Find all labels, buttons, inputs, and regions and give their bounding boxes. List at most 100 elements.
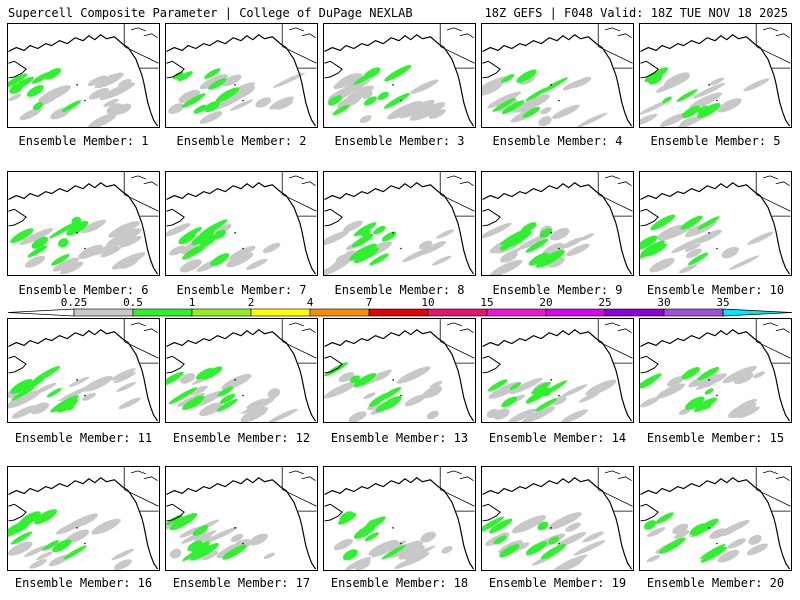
island <box>400 394 402 397</box>
scp-green-area <box>369 253 389 266</box>
scp-low-area <box>709 528 727 540</box>
arctic-islands <box>288 470 316 482</box>
island <box>558 247 560 250</box>
arctic-islands <box>446 175 474 187</box>
scp-low-area <box>113 372 136 384</box>
scp-green-area <box>187 540 203 552</box>
island <box>558 99 560 102</box>
canada-border <box>755 24 791 64</box>
scp-low-area <box>91 518 121 535</box>
scp-low-area <box>24 545 48 557</box>
scp-low-area <box>402 248 431 263</box>
canada-border <box>439 319 475 359</box>
scp-low-area <box>674 530 690 539</box>
scp-green-area <box>525 238 549 253</box>
scp-low-area <box>106 103 123 115</box>
scp-green-area <box>499 229 526 246</box>
ensemble-member-label: Ensemble Member: 11 <box>14 431 153 445</box>
arctic-islands <box>604 322 632 334</box>
scp-low-area <box>420 531 436 543</box>
scp-low-area <box>566 243 590 257</box>
ensemble-member-panel <box>165 318 318 423</box>
chart-title: Supercell Composite Parameter | College … <box>8 6 413 20</box>
scp-green-area <box>192 525 209 536</box>
alaska-peninsula <box>166 503 185 522</box>
scp-green-area <box>650 214 676 231</box>
scp-green-area <box>57 238 69 248</box>
scp-green-area <box>693 397 718 412</box>
scp-green-area <box>10 531 33 545</box>
alaska-coastline <box>8 34 159 127</box>
scp-green-area <box>353 524 376 539</box>
scp-green-area <box>26 85 44 97</box>
scp-low-area <box>649 258 675 273</box>
scp-low-area <box>85 224 102 233</box>
scp-low-area <box>679 263 698 274</box>
arctic-islands <box>762 27 790 39</box>
colorbar-tick-label: 20 <box>539 297 552 309</box>
member-map <box>8 467 159 570</box>
scp-low-area <box>82 392 96 401</box>
canada-border <box>597 319 633 359</box>
scp-low-area <box>166 223 191 237</box>
scp-low-area <box>482 81 503 96</box>
scp-green-area <box>219 393 235 404</box>
scp-green-area <box>57 398 79 413</box>
scp-green-area <box>351 233 374 248</box>
colorbar-tick-label: 4 <box>307 297 314 309</box>
scp-green-area <box>23 378 45 391</box>
scp-low-area <box>510 101 530 113</box>
scp-low-area <box>556 532 587 547</box>
scp-low-area <box>24 255 46 268</box>
scp-green-area <box>353 372 377 388</box>
scp-low-area <box>354 558 371 570</box>
island <box>392 379 394 381</box>
scp-low-area <box>117 79 132 88</box>
scp-low-area <box>11 405 38 419</box>
canada-border <box>597 172 633 212</box>
scp-green-area <box>215 87 240 103</box>
scp-low-area <box>736 398 758 410</box>
scp-low-area <box>8 93 22 101</box>
island <box>550 379 552 381</box>
scp-low-area <box>348 411 367 422</box>
scp-low-area <box>255 97 272 108</box>
colorbar-tick-label: 35 <box>716 297 729 309</box>
alaska-coastline <box>8 477 159 570</box>
scp-green-area <box>66 220 89 236</box>
scp-low-area <box>396 366 431 384</box>
scp-low-area <box>262 242 281 254</box>
scp-low-area <box>94 72 124 89</box>
scp-low-area <box>8 541 33 556</box>
scp-green-area <box>501 396 518 408</box>
canada-border <box>597 24 633 64</box>
island <box>550 84 552 86</box>
island <box>234 232 236 234</box>
scp-green-area <box>10 386 35 401</box>
scp-green-area <box>191 541 210 554</box>
colorbar-tick-label: 25 <box>598 297 611 309</box>
member-map <box>482 24 633 127</box>
island <box>708 232 710 234</box>
scp-low-area <box>549 228 570 241</box>
scp-green-area <box>700 546 728 563</box>
scp-low-area <box>168 103 184 115</box>
alaska-coastline <box>640 477 791 570</box>
scp-low-area <box>585 379 617 396</box>
scp-green-area <box>51 254 70 266</box>
scp-low-area <box>343 220 363 232</box>
scp-low-area <box>717 549 740 563</box>
island <box>400 542 402 545</box>
scp-low-area <box>324 261 350 275</box>
scp-low-area <box>540 107 552 115</box>
scp-low-area <box>688 92 723 110</box>
alaska-peninsula <box>482 208 501 227</box>
scp-low-area <box>727 402 757 419</box>
ensemble-member-panel <box>7 171 160 276</box>
member-map <box>8 172 159 275</box>
scp-green-area <box>640 373 662 389</box>
scp-green-area <box>349 243 377 261</box>
scp-low-area <box>431 255 452 266</box>
scp-low-area <box>640 396 660 408</box>
scp-low-area <box>203 526 238 544</box>
